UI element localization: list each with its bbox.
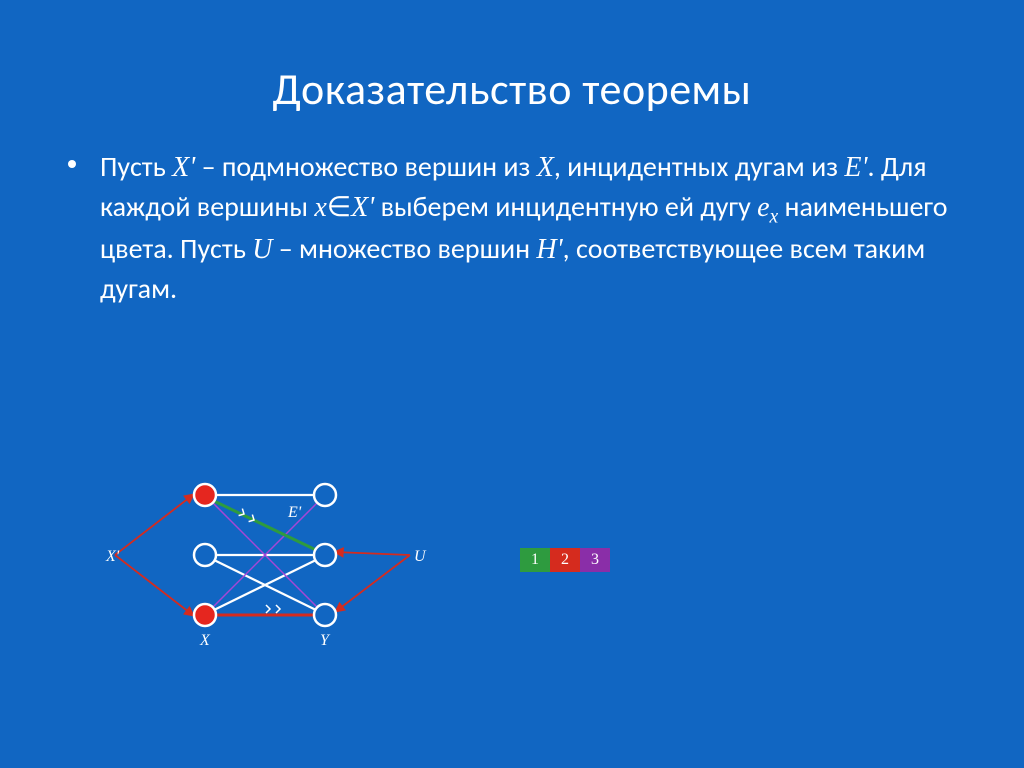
sym-u: U bbox=[252, 234, 272, 265]
text-seg: – множество вершин bbox=[272, 231, 536, 266]
diagram-label: Y bbox=[320, 632, 329, 650]
legend-box: 1 bbox=[520, 548, 550, 572]
body-text: Пусть X' – подмножество вершин из X, инц… bbox=[0, 116, 1024, 309]
sym-xprime2: X' bbox=[351, 192, 374, 223]
sym-ex: e bbox=[757, 192, 769, 223]
diagram-label: E' bbox=[288, 504, 301, 522]
bullet-icon bbox=[68, 160, 76, 168]
diagram-label: U bbox=[414, 548, 426, 566]
slide-title: Доказательство теоремы bbox=[0, 0, 1024, 116]
sym-xprime: X' bbox=[172, 152, 195, 183]
sym-hprime: H' bbox=[536, 234, 562, 265]
legend-box: 2 bbox=[550, 548, 580, 572]
sym-eprime: E' bbox=[844, 152, 867, 183]
text-seg: выберем инцидентную ей дугу bbox=[374, 189, 757, 224]
diagram-label: X' bbox=[106, 548, 119, 566]
graph-svg bbox=[110, 470, 430, 700]
text-seg: , инцидентных дугам из bbox=[554, 149, 845, 184]
sym-ex-sub: x bbox=[770, 206, 779, 227]
text-seg: Пусть bbox=[100, 149, 172, 184]
graph-diagram: X'E'UXY bbox=[110, 470, 430, 700]
color-legend: 123 bbox=[520, 548, 610, 572]
text-seg: – подмножество вершин из bbox=[195, 149, 536, 184]
sym-in: ∈ bbox=[327, 189, 351, 224]
legend-box: 3 bbox=[580, 548, 610, 572]
sym-xel: x bbox=[314, 192, 326, 223]
sym-x: X bbox=[537, 152, 554, 183]
diagram-label: X bbox=[200, 632, 210, 650]
